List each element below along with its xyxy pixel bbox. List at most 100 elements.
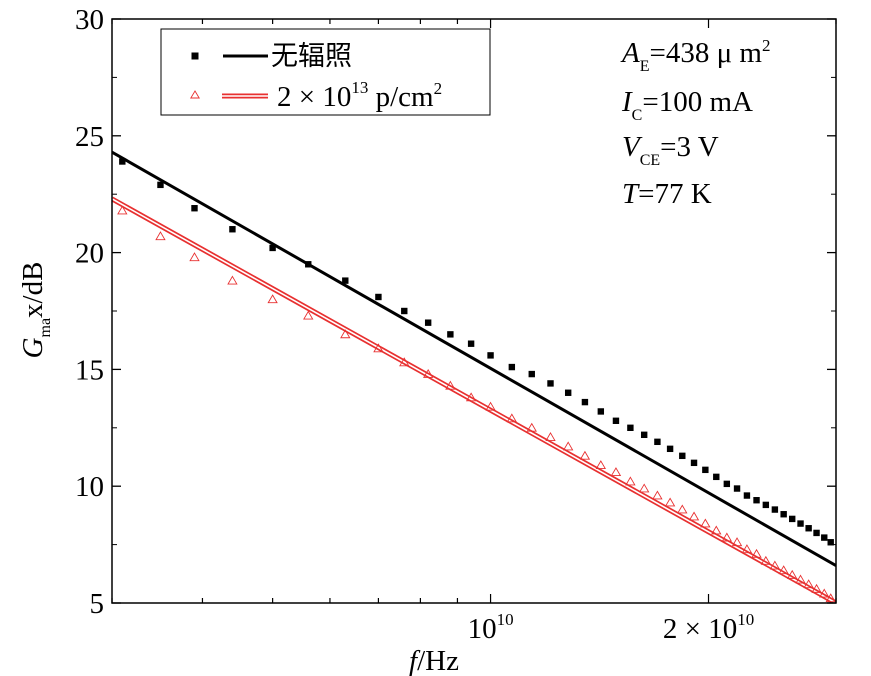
data-point — [422, 368, 434, 378]
data-point — [526, 422, 537, 432]
data-point — [612, 417, 620, 424]
legend-marker-2 — [190, 90, 200, 99]
data-point — [731, 537, 743, 547]
y-tick-label: 5 — [90, 588, 105, 620]
data-point — [771, 506, 779, 513]
annotation-1: AE=438 μ m2 — [620, 36, 770, 75]
data-point — [528, 370, 535, 378]
data-point — [506, 413, 518, 423]
data-point — [723, 480, 731, 488]
y-tick-label: 20 — [75, 238, 104, 270]
data-point — [780, 511, 787, 518]
data-point — [564, 389, 572, 396]
data-point — [467, 340, 475, 347]
data-point — [700, 518, 711, 528]
data-point — [269, 244, 276, 252]
data-point — [303, 310, 314, 320]
data-point — [487, 352, 494, 359]
data-point — [789, 515, 796, 523]
data-point — [189, 252, 200, 262]
x-axis-label: f/Hz — [409, 645, 459, 676]
annotation-2: IC=100 mA — [621, 86, 753, 124]
legend-label-2: 2 × 1013 p/cm2 — [277, 78, 442, 113]
data-point — [155, 231, 166, 241]
data-point — [741, 544, 753, 554]
data-point — [813, 529, 820, 537]
y-axis-label: Gmax/dB — [17, 262, 54, 359]
legend: 无辐照 2 × 1013 p/cm2 — [160, 28, 491, 116]
y-tick-label: 30 — [75, 4, 104, 36]
data-point — [827, 539, 834, 546]
data-point — [119, 158, 126, 165]
data-point — [640, 431, 648, 439]
data-point — [760, 555, 772, 565]
data-point — [795, 574, 806, 584]
data-point — [373, 343, 384, 353]
data-point — [581, 398, 589, 406]
data-point — [627, 424, 634, 431]
data-point — [545, 432, 556, 441]
data-point — [690, 459, 698, 467]
data-point — [654, 438, 661, 446]
y-tick-label: 10 — [75, 471, 104, 503]
data-point — [401, 307, 408, 315]
data-point — [821, 534, 828, 541]
series-1 — [112, 150, 836, 567]
data-point — [375, 293, 382, 301]
data-point — [342, 277, 349, 284]
data-point — [805, 525, 812, 532]
data-point — [157, 181, 164, 189]
data-point — [563, 441, 574, 451]
legend-marker-1 — [191, 52, 199, 60]
data-point — [762, 501, 770, 509]
axes: 5 10 15 20 25 30 1010 2 × 1010 f/Hz Gmax/dB — [17, 4, 837, 676]
data-point — [811, 583, 822, 593]
data-point — [229, 226, 236, 233]
data-point — [787, 569, 798, 579]
y-tick-label: 25 — [75, 121, 104, 153]
data-point — [666, 445, 674, 453]
data-point — [579, 450, 591, 460]
data-point — [702, 466, 709, 474]
data-point — [424, 319, 432, 326]
data-point — [753, 497, 760, 504]
data-point — [652, 490, 663, 500]
data-point — [485, 401, 496, 411]
data-point — [733, 485, 741, 492]
data-point — [625, 476, 636, 486]
data-point — [743, 492, 751, 499]
data-point — [117, 205, 128, 215]
data-point — [677, 504, 688, 514]
legend-label-1: 无辐照 — [271, 41, 352, 72]
data-point — [227, 275, 238, 285]
data-point — [267, 294, 278, 304]
data-point — [447, 331, 454, 338]
annotation-3: VCE=3 V — [622, 131, 719, 169]
fit-line-1 — [112, 150, 836, 567]
data-point — [769, 560, 781, 570]
data-point — [721, 532, 733, 542]
data-point — [610, 467, 622, 477]
data-point — [711, 525, 722, 535]
data-point — [688, 511, 700, 521]
data-point — [639, 483, 650, 493]
data-point — [679, 452, 686, 460]
data-point — [803, 579, 814, 589]
data-point — [445, 380, 456, 390]
data-point — [778, 565, 789, 575]
x-tick-label: 1010 — [468, 610, 514, 645]
x-tick-label: 2 × 1010 — [663, 610, 754, 645]
legend-box — [160, 28, 491, 116]
data-point — [819, 588, 830, 598]
data-point — [547, 380, 554, 387]
annotation-4: T=77 K — [622, 178, 712, 210]
data-point — [399, 357, 410, 367]
data-point — [595, 460, 607, 470]
data-point — [465, 392, 477, 402]
data-point — [191, 205, 198, 212]
data-point — [597, 408, 605, 415]
data-point — [508, 363, 516, 371]
data-point — [797, 520, 804, 527]
data-point — [825, 593, 836, 603]
